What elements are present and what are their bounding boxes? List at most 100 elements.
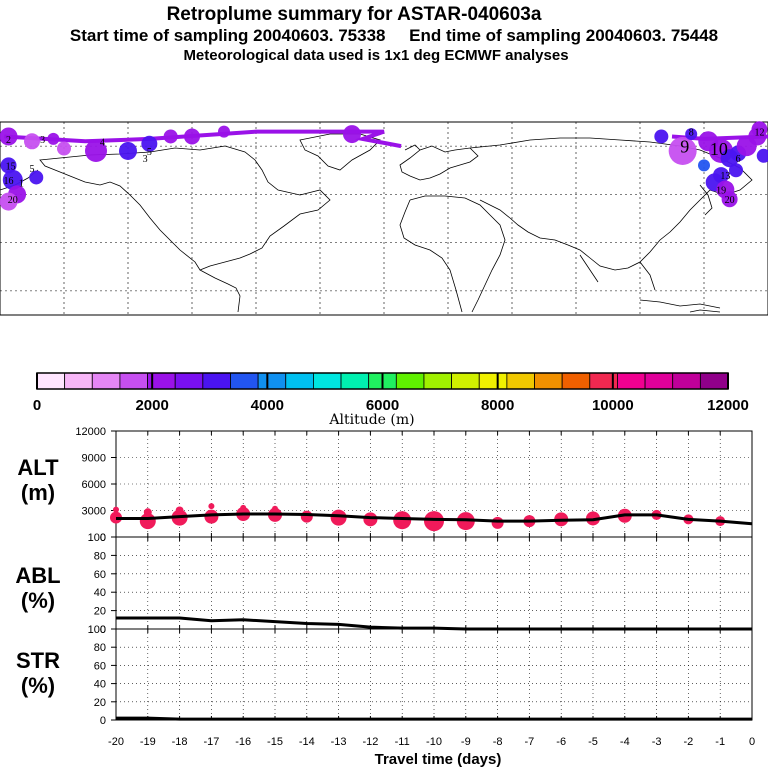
altitude-legend-tick-label: 2000 (135, 397, 168, 414)
y-tick-label: 0 (100, 532, 106, 544)
sampling-time: Start time of sampling 20040603. 75338 E… (69, 26, 719, 45)
plume-circle (721, 191, 738, 208)
altitude-marker (491, 516, 504, 529)
plume-circle (2, 169, 23, 190)
altitude-color-box (257, 372, 287, 390)
x-tick-label: -20 (108, 736, 124, 748)
plume-circle (218, 125, 230, 138)
x-tick-label: -6 (556, 736, 566, 748)
plume-day-label: 5 (30, 164, 35, 175)
altitude-legend-tick-label: 4000 (251, 397, 284, 414)
panel-unit: (%) (21, 673, 55, 698)
plume-circle (698, 159, 710, 172)
altitude-marker (300, 510, 313, 523)
y-tick-label: 80 (94, 550, 106, 562)
altitude-color-box (230, 372, 259, 390)
x-tick-label: -7 (525, 736, 535, 748)
altitude-marker (208, 503, 215, 510)
plume-day-label: 6 (736, 154, 741, 165)
altitude-marker (424, 511, 444, 532)
plume-day-label: 4 (100, 137, 105, 148)
y-tick-label: 80 (94, 642, 106, 654)
x-tick-label: -12 (362, 736, 378, 748)
altitude-marker (204, 509, 219, 524)
altitude-color-box (395, 372, 425, 390)
x-tick-label: -2 (684, 736, 694, 748)
x-tick-label: -4 (620, 736, 630, 748)
plume-circle (47, 132, 60, 145)
y-tick-label: 9000 (82, 453, 106, 465)
x-tick-label: -11 (395, 736, 410, 748)
altitude-legend-tick-label: 12000 (707, 397, 749, 414)
x-tick-label: -9 (461, 736, 471, 748)
y-tick-label: 20 (94, 697, 106, 709)
altitude-color-box (451, 372, 480, 390)
plume-circle (0, 157, 17, 174)
x-tick-label: -17 (203, 736, 219, 748)
altitude-legend-tick-label: 0 (33, 397, 41, 414)
chart-title: Retroplume summary for ASTAR-040603a (166, 4, 542, 25)
plume-circle (85, 139, 107, 162)
y-tick-label: 6000 (82, 479, 106, 491)
plume-circle (29, 170, 44, 185)
altitude-marker (272, 505, 278, 512)
altitude-color-box (202, 372, 231, 390)
plume-markers (0, 121, 768, 211)
altitude-color-box (699, 372, 729, 390)
x-tick-label: -5 (588, 736, 598, 748)
plume-circle (119, 141, 137, 160)
panel-frame (115, 536, 753, 630)
x-tick-label: -10 (426, 736, 442, 748)
plume-circle (163, 129, 178, 144)
y-tick-label: 40 (94, 587, 106, 599)
altitude-color-box (617, 372, 646, 390)
panel-unit: (%) (21, 588, 55, 613)
panel-frame (115, 628, 753, 721)
plume-day-label: 9 (680, 137, 689, 157)
altitude-color-box (340, 372, 370, 390)
plume-circle (57, 141, 71, 156)
x-tick-label: -15 (267, 736, 283, 748)
y-tick-label: 100 (88, 532, 106, 544)
map-graticule (0, 122, 768, 315)
altitude-color-box (672, 372, 701, 390)
plume-circle (751, 121, 768, 138)
plume-circle (24, 133, 40, 150)
plume-day-label: 19 (716, 186, 726, 197)
x-tick-label: -3 (652, 736, 662, 748)
plume-circle (685, 128, 698, 141)
x-tick-label: 0 (749, 736, 755, 748)
altitude-color-bar (36, 372, 729, 390)
plume-day-label: 12 (754, 128, 764, 139)
map-coastlines (0, 133, 753, 313)
y-tick-label: 100 (88, 624, 106, 636)
altitude-color-box (285, 372, 314, 390)
plume-circle (141, 135, 158, 152)
series-line (116, 716, 752, 721)
altitude-color-box (36, 372, 66, 390)
altitude-legend: 0 2000 4000 6000 8000 10000 12000 Altitude (m) (33, 372, 749, 428)
altitude-marker (175, 506, 184, 515)
plume-day-label: 5 (147, 147, 152, 158)
panel-title: ABL (15, 563, 60, 588)
altitude-color-box (644, 372, 674, 390)
y-tick-label: 12000 (75, 426, 106, 438)
plume-circle (0, 192, 18, 211)
alt-panel: 0 3000 6000 9000 12000 ALT(m) (17, 426, 753, 544)
altitude-legend-tick-label: 8000 (481, 397, 514, 414)
altitude-color-box (534, 372, 563, 390)
x-tick-label: -16 (235, 736, 251, 748)
altitude-legend-tick-label: 6000 (366, 397, 399, 414)
plume-circle (756, 148, 768, 163)
altitude-marker (143, 508, 152, 517)
plume-day-label: 15 (6, 161, 16, 172)
altitude-marker (363, 512, 378, 527)
altitude-legend-tick-label: 10000 (592, 397, 634, 414)
altitude-color-box (423, 372, 452, 390)
plume-day-label: 8 (689, 128, 694, 139)
altitude-color-box (64, 372, 93, 390)
altitude-marker (330, 509, 347, 526)
